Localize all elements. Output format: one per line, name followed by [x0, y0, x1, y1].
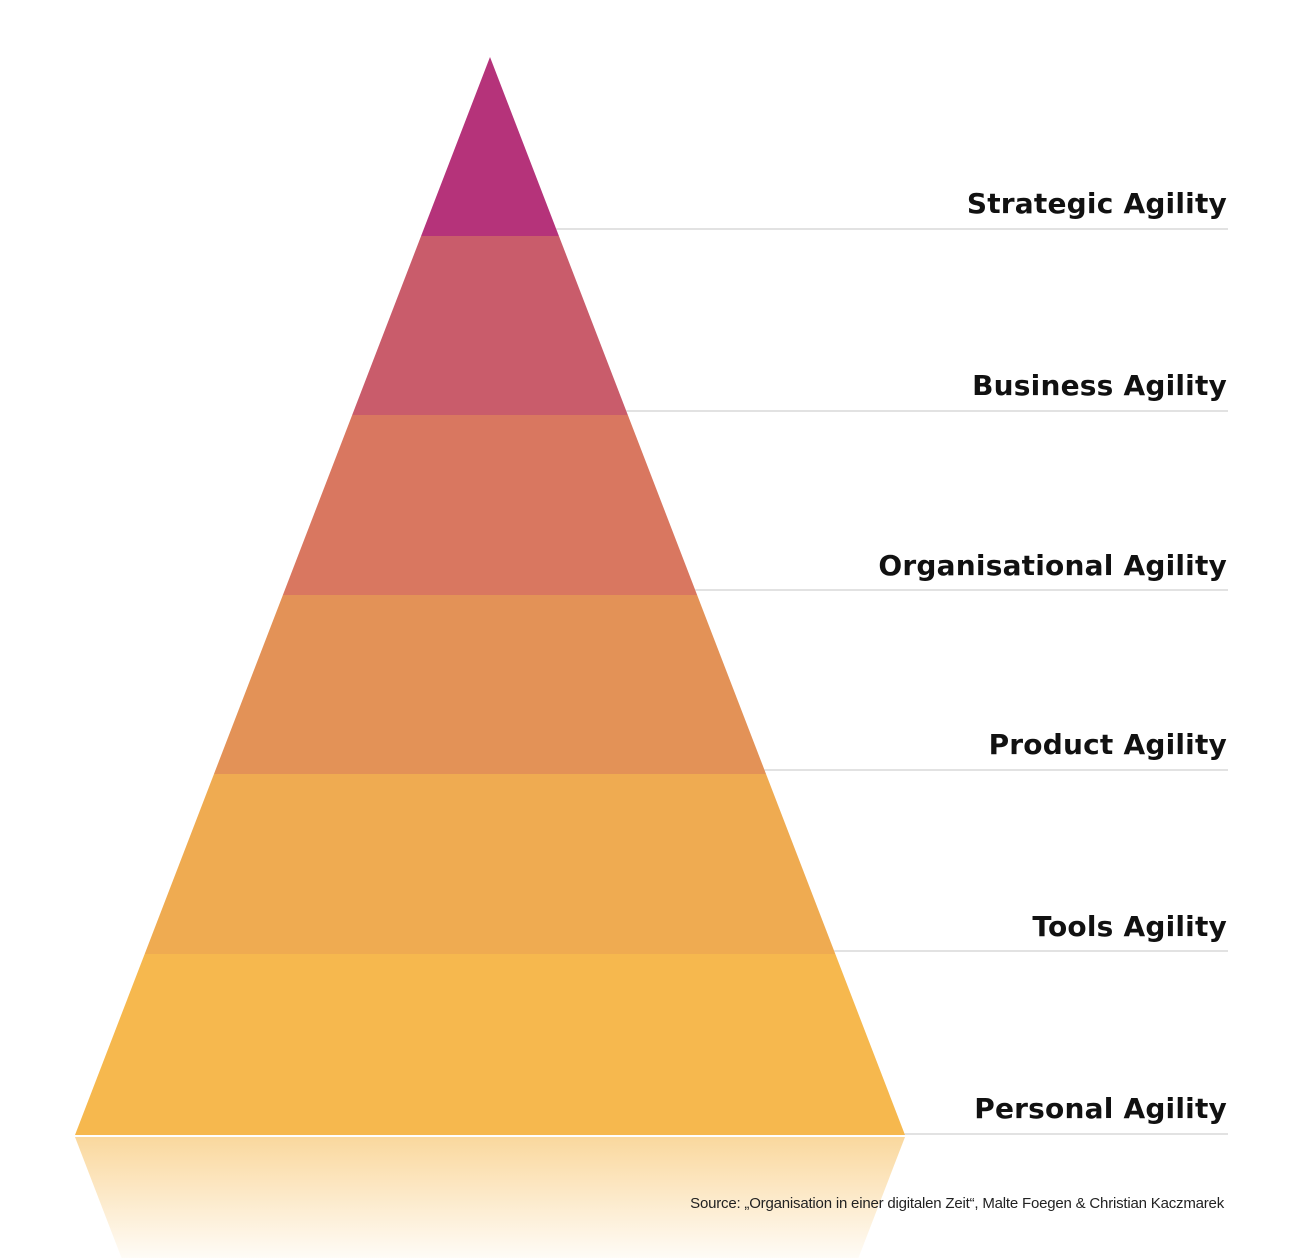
- pyramid-layer-personal-agility: [75, 954, 905, 1135]
- pyramid-reflection-shape: [75, 1137, 905, 1258]
- label-strategic-agility: Strategic Agility: [966, 187, 1227, 220]
- label-tools-agility: Tools Agility: [1032, 910, 1227, 943]
- label-organisational-agility: Organisational Agility: [878, 549, 1227, 582]
- label-product-agility: Product Agility: [988, 728, 1227, 761]
- label-personal-agility: Personal Agility: [974, 1092, 1227, 1125]
- pyramid-layer-organisational-agility: [282, 415, 698, 595]
- pyramid-layer-tools-agility: [144, 774, 836, 954]
- pyramid-layers: [75, 57, 905, 1135]
- pyramid-layer-business-agility: [352, 236, 628, 415]
- label-business-agility: Business Agility: [972, 369, 1227, 402]
- source-citation: Source: „Organisation in einer digitalen…: [690, 1195, 1224, 1212]
- pyramid-layer-strategic-agility: [421, 57, 559, 236]
- pyramid-reflection: [75, 1137, 905, 1258]
- label-leader-lines: [556, 228, 1228, 1135]
- pyramid-layer-product-agility: [213, 595, 767, 774]
